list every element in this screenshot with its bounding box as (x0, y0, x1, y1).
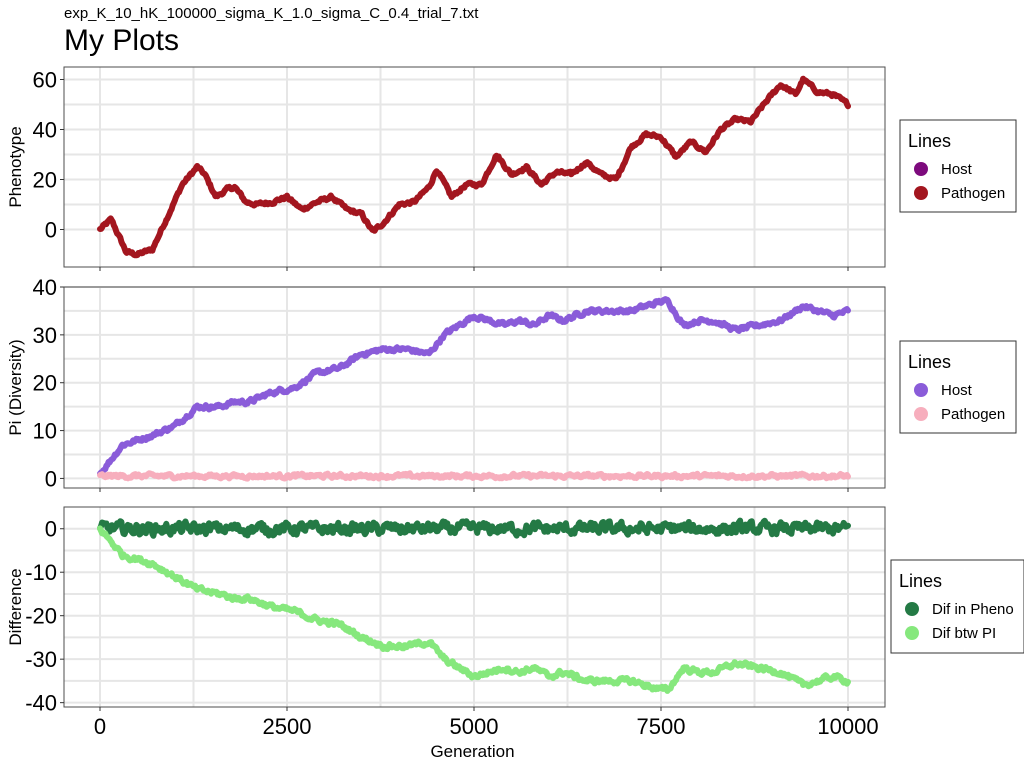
legend-title: Lines (908, 352, 951, 372)
legend-key-pathogen (914, 407, 928, 421)
plot-title: My Plots (64, 24, 180, 57)
y-tick-label: -10 (25, 560, 57, 585)
y-tick-label: -40 (25, 691, 57, 716)
series-line-pathogen (97, 75, 851, 259)
series-line-pathogen (97, 470, 851, 482)
y-axis-label: Phenotype (6, 126, 25, 207)
x-tick-label: 7500 (637, 714, 686, 739)
panel-2: 0 10 20 30 40 Pi (Diversity) Lines Host Pathogen (6, 275, 1017, 492)
y-axis-label: Pi (Diversity) (6, 339, 25, 435)
legend-title: Lines (908, 131, 951, 151)
series-line-dif-in-pheno (97, 517, 851, 539)
legend-key-dif-btw-pi (905, 626, 919, 640)
y-tick-label: 0 (45, 517, 57, 542)
x-axis-label: Generation (430, 742, 514, 761)
legend: Lines Host Pathogen (899, 119, 1017, 213)
legend-key-host (914, 383, 928, 397)
series-line-host (97, 296, 851, 477)
legend-label: Host (941, 161, 973, 178)
x-tick-label: 10000 (817, 714, 878, 739)
legend-key-pathogen (914, 186, 928, 200)
panel-1: 0 20 40 60 Phenotype Lines Host Pathogen (6, 66, 1017, 271)
legend-label: Dif btw PI (932, 625, 996, 642)
legend-key-host (914, 162, 928, 176)
x-tick-label: 0 (94, 714, 106, 739)
y-axis-label: Difference (6, 568, 25, 645)
y-tick-label: 40 (33, 118, 57, 143)
legend-label: Host (941, 382, 973, 399)
y-tick-label: 20 (33, 371, 57, 396)
y-tick-label: 10 (33, 419, 57, 444)
legend: Lines Dif in Pheno Dif btw PI (890, 559, 1024, 654)
legend: Lines Host Pathogen (899, 340, 1017, 434)
y-tick-label: 60 (33, 68, 57, 93)
y-tick-label: 30 (33, 323, 57, 348)
legend-label: Pathogen (941, 185, 1005, 202)
series-line-dif-btw-pi (97, 525, 851, 694)
legend-label: Dif in Pheno (932, 601, 1014, 618)
plot-subtitle: exp_K_10_hK_100000_sigma_K_1.0_sigma_C_0… (64, 5, 479, 22)
y-tick-label: -30 (25, 647, 57, 672)
legend-title: Lines (899, 571, 942, 591)
legend-label: Pathogen (941, 406, 1005, 423)
panel-3: 0 -10 -20 -30 -40 0 2500 5000 7500 10000 Generatio… (6, 506, 1024, 761)
y-tick-label: 20 (33, 168, 57, 193)
y-tick-label: 40 (33, 275, 57, 300)
y-tick-label: -20 (25, 604, 57, 629)
legend-key-dif-in-pheno (905, 602, 919, 616)
x-tick-label: 5000 (450, 714, 499, 739)
y-tick-label: 0 (45, 218, 57, 243)
x-tick-label: 2500 (263, 714, 312, 739)
y-tick-label: 0 (45, 466, 57, 491)
